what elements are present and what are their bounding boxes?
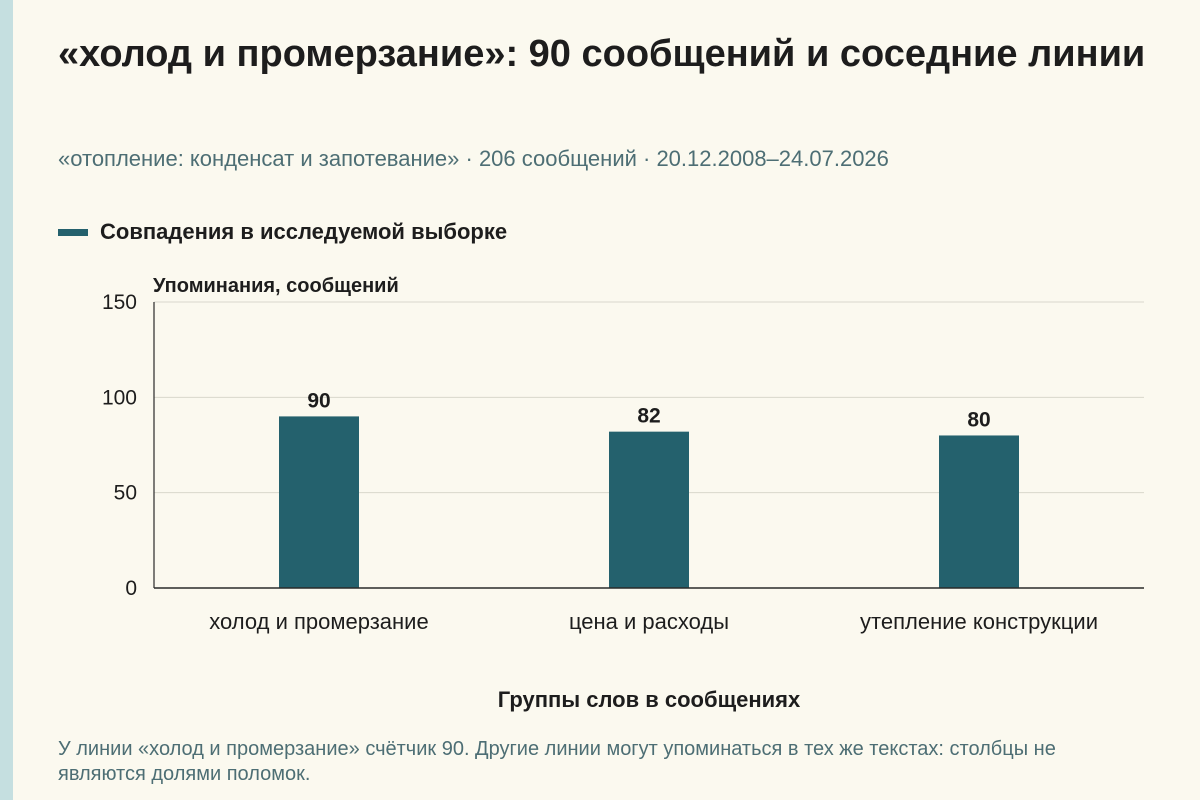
legend: Совпадения в исследуемой выборке — [58, 219, 507, 245]
bars — [279, 416, 1019, 588]
footnote: У линии «холод и промерзание» счётчик 90… — [58, 738, 1056, 785]
legend-label: Совпадения в исследуемой выборке — [100, 219, 508, 244]
bar — [609, 431, 689, 588]
value-labels: 90 82 80 — [307, 389, 990, 431]
value-label: 82 — [637, 405, 660, 428]
category-label: утепление конструкции — [860, 609, 1098, 634]
category-label: холод и промерзание — [209, 609, 428, 634]
y-tick-label: 0 — [125, 577, 137, 600]
y-axis-title: Упоминания, сообщений — [153, 275, 399, 297]
y-tick-label: 50 — [114, 482, 137, 505]
value-label: 90 — [307, 389, 330, 412]
y-tick-label: 150 — [102, 291, 137, 314]
category-label: цена и расходы — [569, 609, 729, 634]
bar — [939, 435, 1019, 588]
legend-swatch — [58, 228, 88, 236]
chart-title: «холод и промерзание»: 90 сообщений и со… — [58, 33, 1146, 75]
y-tick-labels: 0 50 100 150 — [102, 291, 137, 600]
bar — [279, 416, 359, 588]
bar-chart: Упоминания, сообщений 0 50 100 150 90 82 80 х… — [102, 275, 1144, 712]
y-tick-label: 100 — [102, 386, 137, 409]
category-labels: холод и промерзание цена и расходы утеплен… — [209, 609, 1098, 634]
accent-bar — [0, 0, 13, 800]
x-axis-title: Группы слов в сообщениях — [498, 687, 801, 712]
chart-subtitle: «отопление: конденсат и запотевание» · 2… — [58, 146, 889, 171]
value-label: 80 — [967, 408, 990, 431]
